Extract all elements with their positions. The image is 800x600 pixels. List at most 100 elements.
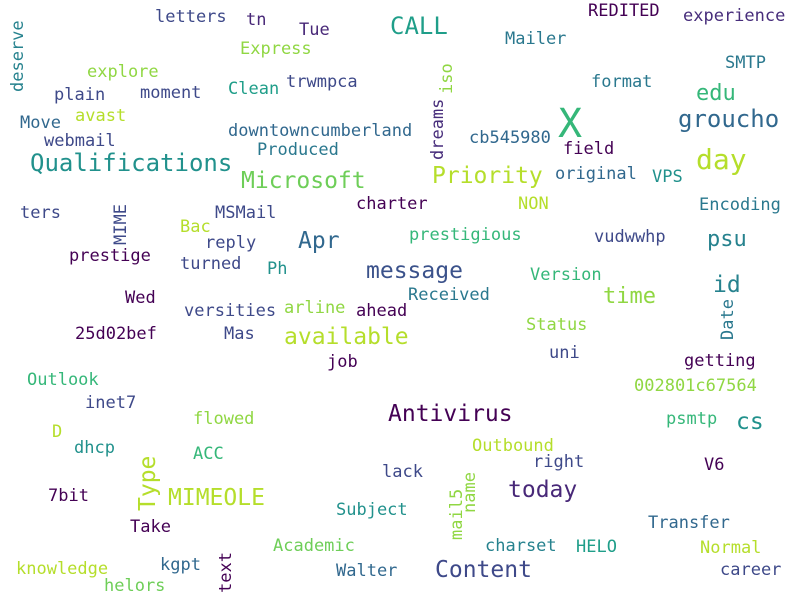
word: webmail: [44, 131, 116, 151]
word: ahead: [356, 301, 408, 321]
word: time: [603, 284, 656, 309]
word: HELO: [576, 537, 617, 557]
word: helors: [104, 576, 166, 596]
word: 7bit: [48, 486, 89, 506]
word: psmtp: [666, 409, 718, 429]
word: 25d02bef: [75, 324, 157, 344]
word: SMTP: [725, 53, 766, 73]
word: Apr: [298, 228, 340, 254]
word: charter: [356, 194, 428, 214]
word: groucho: [678, 105, 780, 133]
word: inet7: [85, 393, 137, 413]
word: trwmpca: [286, 72, 358, 92]
word: Produced: [257, 140, 339, 160]
word: day: [696, 143, 747, 176]
word: Clean: [228, 79, 280, 99]
word: Mas: [224, 324, 255, 344]
word: Content: [435, 557, 532, 583]
word: Qualifications: [30, 149, 233, 177]
word: job: [327, 352, 358, 372]
word: Normal: [700, 538, 762, 558]
word: Walter: [336, 561, 398, 581]
word: Subject: [336, 500, 408, 520]
word: CALL: [390, 12, 448, 40]
word: Bac: [180, 217, 211, 237]
word: REDITED: [588, 1, 660, 21]
word: charset: [485, 536, 557, 556]
word: iso: [437, 63, 457, 94]
word: Version: [530, 265, 602, 285]
word: D: [52, 422, 63, 442]
word: Type: [135, 455, 161, 511]
word: turned: [180, 254, 242, 274]
word: text: [216, 552, 236, 593]
word: psu: [707, 227, 747, 252]
word: prestige: [69, 246, 151, 266]
word: MIME: [111, 204, 131, 245]
word: plain: [54, 85, 106, 105]
word: versities: [184, 301, 277, 321]
word: mail5: [447, 488, 467, 540]
word: Status: [526, 315, 588, 335]
word: Date: [718, 299, 738, 340]
word: today: [508, 477, 578, 503]
word: uni: [549, 343, 580, 363]
word: available: [284, 324, 409, 350]
word: cb545980: [469, 128, 551, 148]
word: NON: [518, 194, 549, 214]
word: edu: [696, 81, 736, 106]
word: Priority: [432, 163, 543, 189]
word: MSMail: [215, 203, 277, 223]
word: arline: [284, 298, 346, 318]
word: explore: [87, 62, 159, 82]
word: avast: [75, 106, 127, 126]
word: right: [533, 452, 585, 472]
word: cs: [736, 409, 764, 435]
word: Tue: [299, 20, 330, 40]
word: prestigious: [409, 225, 522, 245]
word: Mailer: [505, 29, 567, 49]
word: dreams: [428, 98, 448, 160]
word: Received: [408, 285, 490, 305]
word: Outlook: [27, 370, 99, 390]
word: downtowncumberland: [228, 121, 413, 141]
word: knowledge: [16, 559, 109, 579]
word: ACC: [193, 444, 224, 464]
word: ters: [20, 203, 61, 223]
word: Outbound: [472, 436, 554, 456]
word: id: [713, 272, 741, 298]
word: Wed: [125, 288, 156, 308]
word: Encoding: [699, 195, 781, 215]
word: VPS: [652, 167, 683, 187]
word: vudwwhp: [594, 227, 666, 247]
word: V6: [704, 455, 725, 475]
word: reply: [205, 233, 257, 253]
word: Take: [130, 517, 171, 537]
word: dhcp: [74, 438, 115, 458]
word: MIMEOLE: [168, 485, 265, 511]
word: Antivirus: [388, 401, 513, 427]
word: deserve: [8, 20, 28, 92]
word: field: [563, 139, 615, 159]
word: Transfer: [648, 513, 730, 533]
word: Express: [240, 39, 312, 59]
word: moment: [140, 83, 202, 103]
word: 002801c67564: [634, 376, 757, 396]
word: experience: [683, 6, 786, 26]
word: X: [558, 101, 583, 147]
word: Move: [20, 113, 61, 133]
word: career: [720, 560, 782, 580]
word: Academic: [273, 536, 355, 556]
word: tn: [246, 10, 267, 30]
word: getting: [684, 351, 756, 371]
word: Microsoft: [241, 168, 366, 194]
word: letters: [155, 7, 227, 27]
word: Ph: [267, 259, 288, 279]
word: kgpt: [160, 555, 201, 575]
word: message: [366, 258, 463, 284]
word: original: [555, 164, 637, 184]
word: format: [591, 72, 653, 92]
word: flowed: [193, 409, 255, 429]
word: lack: [382, 462, 423, 482]
